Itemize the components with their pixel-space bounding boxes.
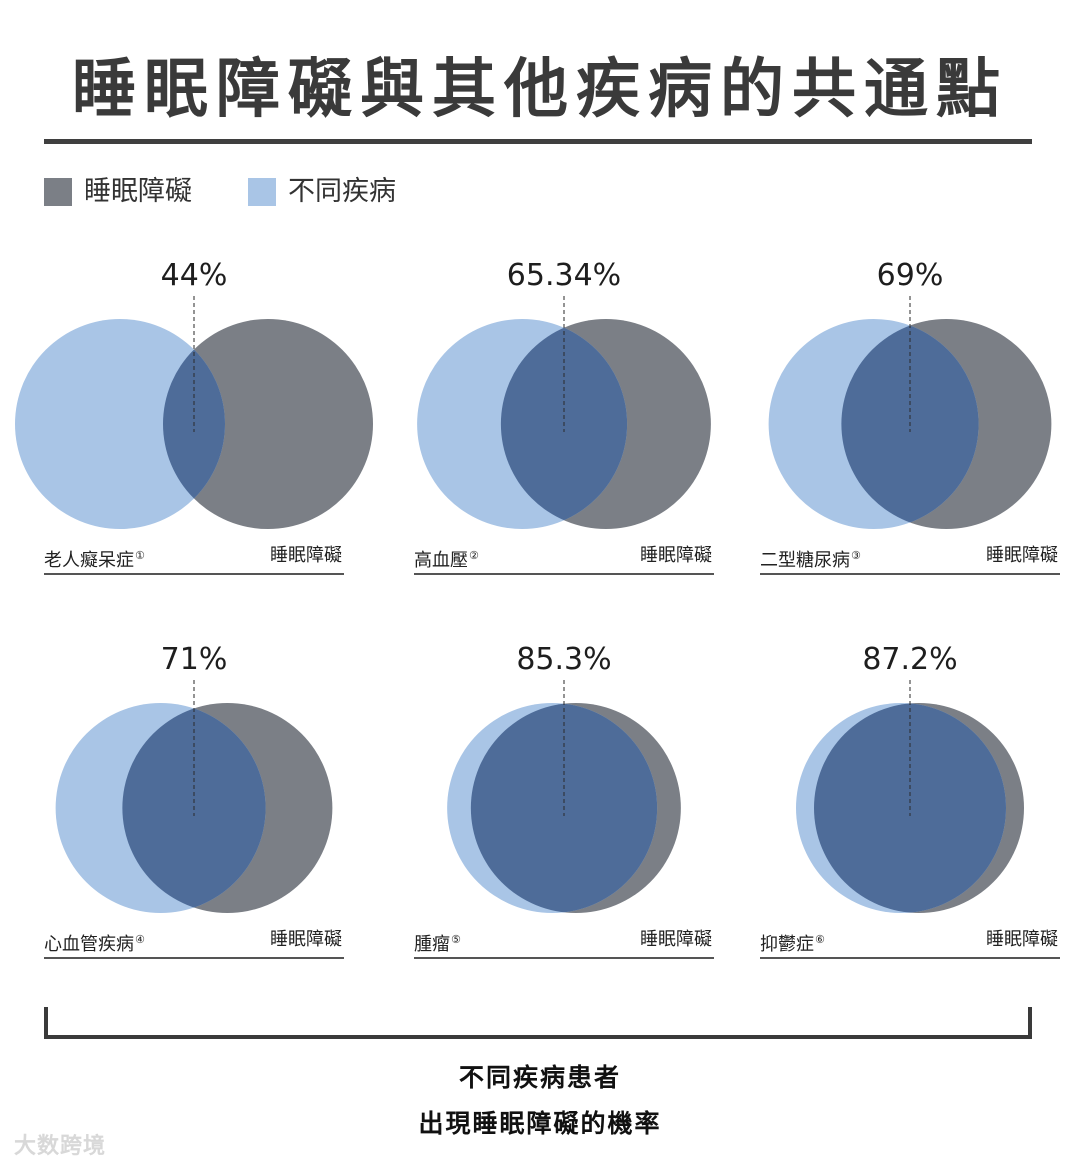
footnote-marker: ④ [135, 933, 145, 946]
disease-name-text: 高血壓 [414, 550, 468, 571]
sleep-disorder-label: 睡眠障礙 [270, 545, 342, 566]
disease-name-label: 腫瘤⑤ [414, 928, 461, 957]
disease-name-text: 二型糖尿病 [760, 550, 850, 571]
bracket-right-tick [1028, 1007, 1032, 1039]
disease-name-label: 抑鬱症⑥ [760, 928, 825, 957]
overlap-region [470, 703, 658, 913]
footnote-marker: ⑤ [451, 933, 461, 946]
label-underline [760, 957, 1060, 959]
label-underline [760, 573, 1060, 575]
footnote-marker: ⑥ [815, 933, 825, 946]
title-divider [44, 139, 1032, 144]
sleep-disorder-label: 睡眠障礙 [640, 545, 712, 566]
bracket-left-tick [44, 1007, 48, 1039]
venn-diagram: 44% 老人癡呆症① 睡眠障礙 [15, 258, 373, 638]
overlap-region [814, 703, 1006, 913]
venn-diagram: 69% 二型糖尿病③ 睡眠障礙 [760, 258, 1060, 638]
label-underline [414, 573, 714, 575]
sleep-disorder-label: 睡眠障礙 [986, 545, 1058, 566]
venn-value-label: 87.2% [862, 642, 958, 677]
label-underline [44, 957, 344, 959]
sleep-disorder-circle [163, 319, 373, 529]
sleep-disorder-label: 睡眠障礙 [270, 929, 342, 950]
disease-name-label: 二型糖尿病③ [760, 544, 861, 573]
overlap-region [122, 703, 266, 913]
venn-value-label: 85.3% [516, 642, 612, 677]
legend-label-sleep: 睡眠障礙 [84, 176, 192, 207]
venn-value-label: 44% [160, 258, 228, 293]
venn-diagram: 65.34% 高血壓② 睡眠障礙 [414, 258, 714, 638]
legend-swatch-disease [248, 178, 276, 206]
footnote-marker: ① [135, 549, 145, 562]
legend-label-disease: 不同疾病 [288, 176, 396, 207]
watermark-logo: 大数跨境 [14, 1134, 107, 1159]
footnote-marker: ③ [851, 549, 861, 562]
venn-value-label: 65.34% [506, 258, 622, 293]
bottom-bracket [44, 1007, 1032, 1039]
venn-diagram: 87.2% 抑鬱症⑥ 睡眠障礙 [760, 642, 1060, 1022]
bracket-bar [44, 1035, 1032, 1039]
caption-line-2: 出現睡眠障礙的機率 [418, 1109, 662, 1138]
venn-svg [447, 680, 681, 913]
footnote-marker: ② [469, 549, 479, 562]
disease-name-label: 老人癡呆症① [44, 544, 145, 573]
venn-svg [55, 680, 333, 913]
venn-diagram: 85.3% 腫瘤⑤ 睡眠障礙 [414, 642, 714, 1022]
legend-swatch-sleep [44, 178, 72, 206]
sleep-disorder-label: 睡眠障礙 [640, 929, 712, 950]
venn-svg [417, 296, 711, 529]
caption-line-1: 不同疾病患者 [458, 1063, 621, 1092]
venn-value-label: 71% [160, 642, 228, 677]
sleep-disorder-label: 睡眠障礙 [986, 929, 1058, 950]
venn-svg [15, 296, 373, 529]
disease-circle [15, 319, 225, 529]
disease-name-text: 心血管疾病 [44, 934, 134, 955]
venn-svg [768, 296, 1052, 529]
label-underline [414, 957, 714, 959]
overlap-region [500, 319, 628, 529]
disease-name-text: 抑鬱症 [760, 934, 814, 955]
disease-name-text: 腫瘤 [414, 934, 450, 955]
venn-value-label: 69% [876, 258, 944, 293]
page-title: 睡眠障礙與其他疾病的共通點 [72, 53, 1008, 127]
venn-diagram: 71% 心血管疾病④ 睡眠障礙 [44, 642, 344, 1022]
disease-name-text: 老人癡呆症 [44, 550, 134, 571]
venn-svg [796, 680, 1024, 913]
label-underline [44, 573, 344, 575]
disease-name-label: 高血壓② [414, 544, 479, 573]
overlap-region [841, 319, 979, 529]
disease-name-label: 心血管疾病④ [44, 928, 145, 957]
